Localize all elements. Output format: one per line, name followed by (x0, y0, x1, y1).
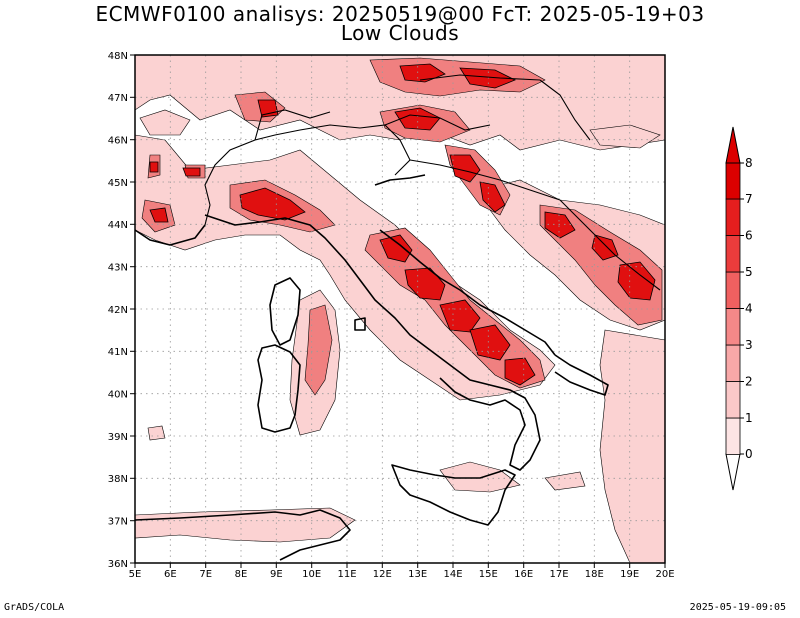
coastlines (134, 174, 609, 561)
lon-label: 14E (443, 569, 462, 580)
colorbar-label: 4 (745, 302, 753, 316)
colorbar-segment (725, 198, 741, 236)
colorbar-segment (725, 381, 741, 419)
lat-label: 45N (108, 178, 128, 189)
lon-label: 7E (199, 569, 212, 580)
lon-label: 5E (129, 569, 142, 580)
lat-label: 37N (108, 517, 128, 528)
map-subtitle: Low Clouds (340, 21, 460, 45)
colorbar-high-arrow (725, 126, 741, 164)
lat-label: 41N (108, 347, 128, 358)
lon-label: 6E (164, 569, 177, 580)
colorbar-segment (725, 344, 741, 382)
colorbar-segment (725, 235, 741, 273)
lat-label: 40N (108, 390, 128, 401)
lon-label: 9E (270, 569, 283, 580)
lon-labels: 5E 6E 7E 8E 9E 10E 11E 12E 13E 14E 15E 1… (129, 569, 675, 580)
lat-labels: 48N 47N 46N 45N 44N 43N 42N 41N 40N 39N … (108, 51, 128, 570)
lon-label: 20E (655, 569, 674, 580)
map-title: ECMWF0100 analisys: 20250519@00 FcT: 202… (95, 2, 705, 26)
lon-label: 10E (302, 569, 321, 580)
colorbar-segment (725, 271, 741, 309)
colorbar-label: 8 (745, 156, 753, 170)
colorbar-low-arrow (725, 453, 741, 491)
political-borders (204, 74, 661, 291)
lat-label: 48N (108, 51, 128, 62)
lat-label: 38N (108, 474, 128, 485)
footer-software-label: GrADS/COLA (4, 602, 65, 613)
colorbar-segment (725, 308, 741, 346)
lat-label: 36N (108, 559, 128, 570)
lat-label: 43N (108, 263, 128, 274)
lon-label: 19E (620, 569, 639, 580)
colorbar-segment (725, 417, 741, 455)
colorbar-label: 7 (745, 192, 753, 206)
lat-label: 46N (108, 136, 128, 147)
lon-label: 18E (585, 569, 604, 580)
lon-label: 12E (373, 569, 392, 580)
lat-label: 42N (108, 305, 128, 316)
colorbar-label: 1 (745, 411, 753, 425)
lon-label: 8E (235, 569, 248, 580)
lon-label: 16E (514, 569, 533, 580)
footer-timestamp: 2025-05-19-09:05 (689, 602, 786, 613)
colorbar-segment (725, 162, 741, 200)
lon-label: 11E (337, 569, 356, 580)
lat-label: 47N (108, 93, 128, 104)
lon-label: 17E (549, 569, 568, 580)
colorbar-label: 3 (745, 338, 753, 352)
colorbar-label: 2 (745, 375, 753, 389)
lat-label: 44N (108, 220, 128, 231)
lon-label: 15E (479, 569, 498, 580)
axis-ticks (130, 54, 666, 568)
colorbar-label: 5 (745, 265, 753, 279)
lat-label: 39N (108, 432, 128, 443)
colorbar-label: 6 (745, 229, 753, 243)
colorbar-label: 0 (745, 447, 753, 461)
lon-label: 13E (408, 569, 427, 580)
colorbar: 8 7 6 5 4 3 2 1 0 (725, 126, 753, 491)
cloud-field-dense (149, 63, 656, 386)
